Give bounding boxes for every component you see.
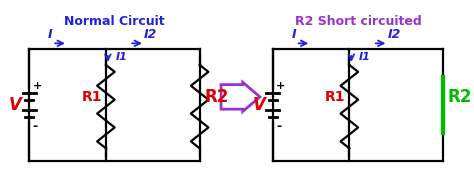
Text: R2: R2	[448, 88, 472, 106]
Text: R2 Short circuited: R2 Short circuited	[294, 15, 421, 28]
Text: R1: R1	[82, 90, 102, 104]
Text: I2: I2	[388, 28, 401, 41]
Text: I: I	[292, 28, 296, 41]
Text: V: V	[9, 96, 22, 114]
Text: R1: R1	[325, 90, 346, 104]
Text: -: -	[33, 120, 37, 133]
Text: I: I	[48, 28, 53, 41]
Text: +: +	[32, 81, 42, 91]
Text: I2: I2	[144, 28, 157, 41]
Text: V: V	[253, 96, 265, 114]
Text: I1: I1	[116, 52, 128, 62]
Text: +: +	[276, 81, 285, 91]
Text: I1: I1	[359, 52, 371, 62]
Text: Normal Circuit: Normal Circuit	[64, 15, 165, 28]
Text: R2: R2	[204, 88, 229, 106]
Text: -: -	[276, 120, 281, 133]
